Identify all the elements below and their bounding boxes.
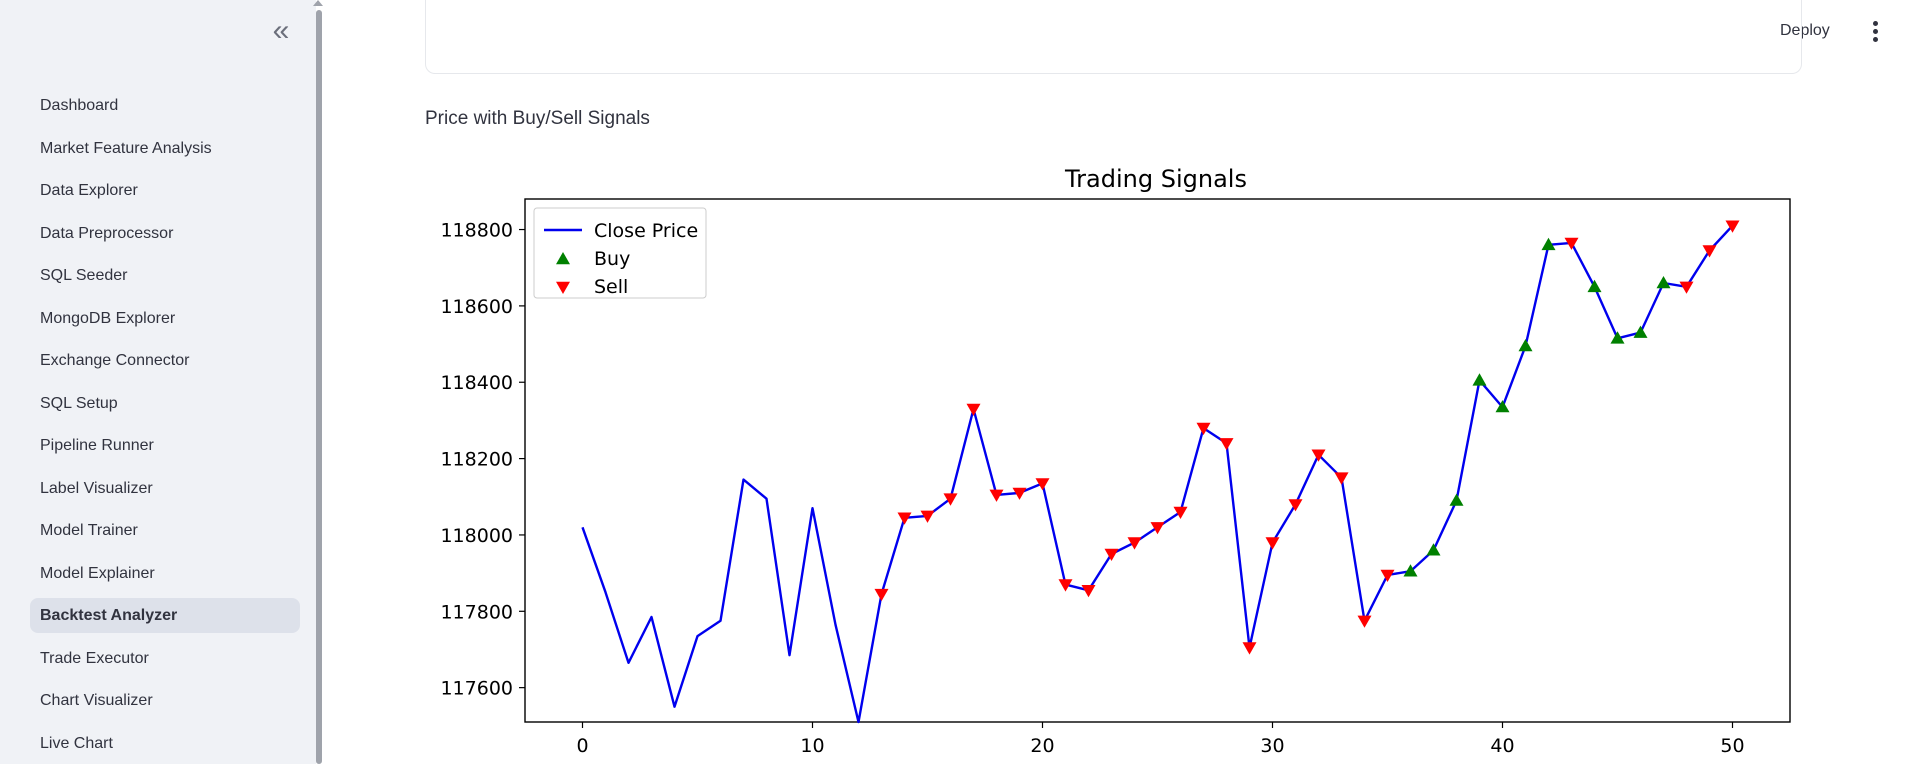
y-tick-label: 118000 [440, 525, 513, 547]
sell-marker [989, 489, 1004, 502]
sell-marker [1334, 472, 1349, 485]
previous-container [425, 0, 1802, 74]
chart-title: Trading Signals [1064, 165, 1247, 193]
x-tick-label: 10 [800, 735, 824, 757]
sidebar-item-model-explainer[interactable]: Model Explainer [40, 564, 155, 582]
buy-marker [1610, 331, 1625, 344]
buy-marker [1541, 237, 1556, 251]
y-tick-label: 118600 [440, 296, 513, 318]
sidebar-item-exchange-connector[interactable]: Exchange Connector [40, 352, 190, 369]
sell-marker [1012, 487, 1027, 500]
sell-marker [1081, 585, 1096, 598]
sidebar-item-backtest-analyzer[interactable]: Backtest Analyzer [30, 598, 300, 633]
x-tick-label: 30 [1260, 735, 1284, 757]
sell-marker [897, 512, 912, 525]
sell-marker [1679, 281, 1694, 294]
x-tick-label: 0 [576, 735, 588, 757]
sell-marker [1150, 522, 1165, 535]
buy-marker [1587, 279, 1602, 293]
sell-marker [1564, 237, 1579, 250]
x-tick-label: 40 [1490, 735, 1514, 757]
sell-marker [1196, 422, 1211, 436]
kebab-menu-icon[interactable] [1865, 18, 1885, 44]
sell-marker [1725, 220, 1740, 233]
buy-marker [1633, 325, 1648, 338]
sell-marker [1265, 537, 1280, 550]
sidebar-item-data-explorer[interactable]: Data Explorer [40, 182, 138, 199]
sell-marker [1058, 579, 1073, 592]
sell-marker [1035, 478, 1050, 491]
chart-caption: Price with Buy/Sell Signals [425, 108, 650, 129]
sidebar-item-model-trainer[interactable]: Model Trainer [40, 522, 138, 539]
sell-marker [874, 588, 889, 602]
sell-marker [1104, 548, 1119, 561]
sell-marker [1127, 537, 1142, 550]
y-tick-label: 117800 [440, 601, 513, 623]
y-tick-label: 118200 [440, 449, 513, 471]
x-tick-label: 50 [1720, 735, 1744, 757]
sell-marker [1380, 569, 1395, 582]
sell-marker [966, 403, 981, 416]
trading-signals-chart: Trading Signals 117600 117800 118000 118200… [440, 165, 1791, 757]
sell-marker [1242, 642, 1257, 655]
sidebar-item-mongodb-explorer[interactable]: MongoDB Explorer [40, 309, 176, 327]
sidebar-item-trade-executor[interactable]: Trade Executor [40, 649, 149, 667]
legend-label: Close Price [594, 220, 698, 242]
buy-marker [1426, 543, 1441, 556]
scroll-up-arrow-icon[interactable] [313, 0, 323, 6]
y-tick-label: 117600 [440, 678, 513, 700]
sell-marker [943, 493, 958, 506]
sell-marker [1173, 506, 1188, 519]
sell-marker [1702, 245, 1717, 258]
buy-marker [1449, 493, 1464, 506]
sidebar-nav: Dashboard Market Feature Analysis Data Exp… [30, 88, 300, 768]
collapse-sidebar-icon[interactable]: « [272, 14, 290, 47]
buy-marker [1403, 564, 1418, 577]
sidebar-item-market-feature-analysis[interactable]: Market Feature Analysis [40, 139, 212, 157]
legend-label: Sell [594, 276, 628, 298]
sidebar-item-sql-seeder[interactable]: SQL Seeder [40, 267, 128, 284]
legend-buy-swatch [556, 252, 570, 265]
deploy-button[interactable]: Deploy [1780, 22, 1830, 39]
buy-marker [1656, 276, 1671, 289]
sidebar-item-dashboard[interactable]: Dashboard [40, 97, 119, 114]
y-tick-label: 118400 [440, 372, 513, 394]
sell-marker [1219, 438, 1234, 451]
buy-marker [1518, 339, 1533, 352]
legend-label: Buy [594, 248, 630, 270]
legend-sell-swatch [556, 281, 570, 294]
sidebar-item-label-visualizer[interactable]: Label Visualizer [40, 479, 153, 497]
close-price-line [581, 224, 1734, 724]
sidebar-item-chart-visualizer[interactable]: Chart Visualizer [40, 692, 153, 709]
sell-marker [1288, 499, 1303, 512]
x-tick-label: 20 [1030, 735, 1054, 757]
sell-marker [920, 510, 935, 523]
buy-marker [1495, 400, 1510, 413]
plot-frame [524, 198, 1791, 723]
sidebar-item-data-preprocessor[interactable]: Data Preprocessor [40, 224, 174, 242]
sidebar: « Dashboard Market Feature Analysis Data E… [0, 0, 316, 764]
sell-marker [1311, 449, 1326, 462]
buy-marker [1472, 373, 1487, 386]
y-tick-label: 118800 [440, 220, 513, 242]
sidebar-item-live-chart[interactable]: Live Chart [40, 734, 113, 752]
sell-marker [1357, 615, 1372, 628]
sidebar-item-pipeline-runner[interactable]: Pipeline Runner [40, 437, 154, 454]
sidebar-item-sql-setup[interactable]: SQL Setup [40, 394, 118, 412]
sidebar-scrollbar-thumb[interactable] [316, 10, 322, 764]
